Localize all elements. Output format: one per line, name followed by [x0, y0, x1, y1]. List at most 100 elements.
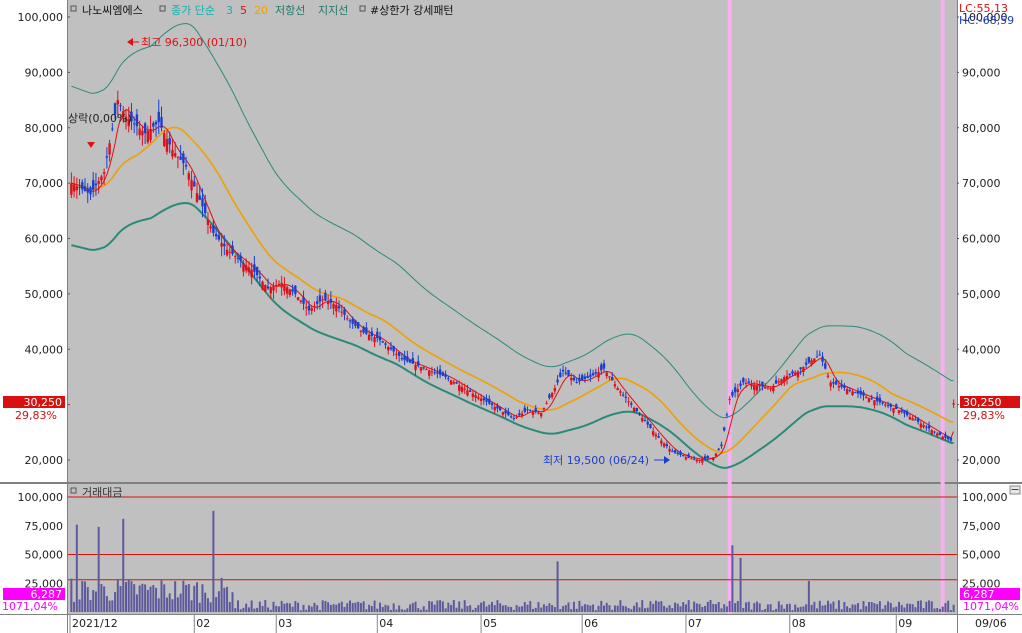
volume-bar	[783, 608, 786, 612]
volume-bar	[581, 606, 584, 612]
series-toggle-icon[interactable]	[70, 5, 77, 12]
candle-body	[102, 172, 106, 174]
x-axis-label: 02	[196, 617, 210, 630]
volume-bar	[439, 600, 442, 612]
volume-bar	[504, 605, 507, 612]
volume-bar	[201, 584, 204, 612]
volume-bar	[807, 580, 810, 612]
candle-body	[89, 187, 92, 195]
volume-bar	[277, 606, 280, 612]
candle-body	[548, 394, 551, 398]
volume-bar	[723, 604, 726, 612]
candle-body	[651, 431, 655, 436]
candle-body	[556, 379, 559, 383]
volume-bar	[682, 602, 685, 612]
candle-body	[851, 391, 854, 396]
volume-bar	[698, 603, 701, 612]
volume-bar	[384, 604, 387, 612]
volume-bar	[799, 606, 802, 612]
candle-body	[280, 282, 283, 288]
volume-bar	[174, 581, 177, 612]
support-label: 지지선	[318, 4, 348, 17]
volume-bar	[906, 603, 909, 612]
candle-body	[635, 408, 638, 412]
volume-bar	[895, 606, 898, 612]
volume-bar	[665, 607, 668, 612]
candle-body	[239, 255, 242, 261]
candle-body	[531, 411, 535, 415]
volume-bar	[267, 607, 270, 612]
price-tick-left: 80,000	[25, 122, 64, 135]
panel-collapse-button[interactable]	[1009, 485, 1021, 495]
candle-body	[124, 116, 128, 122]
volume-bar	[343, 606, 346, 612]
candle-body	[873, 400, 876, 406]
candle-body	[160, 116, 163, 128]
volume-bar	[878, 601, 881, 612]
volume-bar	[567, 602, 570, 612]
volume-bar	[717, 602, 720, 612]
volume-bar	[313, 602, 316, 612]
candle-body	[537, 412, 540, 414]
candle-body	[275, 285, 278, 287]
pattern-toggle-icon[interactable]	[359, 5, 366, 12]
volume-bar	[212, 510, 215, 612]
volume-bar	[728, 600, 731, 612]
volume-bar	[272, 601, 275, 612]
candle-body	[307, 305, 311, 311]
volume-bar	[488, 604, 491, 612]
volume-bar	[316, 605, 319, 612]
volume-bar	[936, 608, 939, 612]
volume-bar	[261, 606, 264, 612]
volume-bar	[264, 600, 267, 612]
candle-body	[384, 343, 387, 345]
volume-panel[interactable]	[68, 484, 957, 614]
x-axis-label: 2021/12	[72, 617, 118, 630]
ma-period-5: 5	[240, 4, 247, 17]
volume-bar	[223, 587, 226, 612]
limit-up-highlight	[940, 0, 945, 614]
volume-bar	[745, 602, 748, 612]
volume-bar	[428, 600, 431, 612]
price-tick-right: 70,000	[962, 177, 1001, 190]
candle-body	[258, 276, 262, 279]
volume-bar	[622, 605, 625, 612]
candle-body	[291, 289, 294, 292]
candle-body	[646, 421, 649, 425]
candle-body	[206, 219, 210, 225]
candle-body	[600, 364, 603, 371]
candle-body	[198, 195, 201, 200]
x-axis-label: 03	[278, 617, 292, 630]
price-panel[interactable]	[68, 0, 957, 482]
candle-body	[845, 389, 849, 395]
volume-bar	[466, 606, 469, 612]
volume-bar	[94, 591, 97, 612]
candle-body	[427, 370, 431, 376]
candle-body	[881, 402, 884, 404]
volume-bar	[256, 607, 259, 612]
candle-body	[321, 299, 324, 301]
volume-bar	[553, 606, 556, 612]
volume-title: 거래대금	[82, 486, 122, 499]
candle-body	[799, 367, 802, 370]
volume-bar	[231, 592, 234, 612]
volume-bar	[930, 601, 933, 612]
volume-bar	[455, 607, 458, 612]
x-axis-label: 04	[379, 617, 393, 630]
volume-toggle-icon[interactable]	[70, 487, 77, 494]
candle-body	[649, 423, 652, 428]
candle-body	[526, 409, 529, 411]
volume-bar	[900, 604, 903, 612]
candle-body	[682, 455, 685, 457]
volume-bar	[365, 609, 368, 612]
candle-body	[403, 355, 406, 361]
left-annotation: 상락(0,00%)	[68, 112, 132, 125]
volume-bar	[73, 601, 76, 612]
candle-body	[772, 385, 775, 392]
ma-toggle-icon[interactable]	[159, 5, 166, 12]
volume-bar	[813, 601, 816, 612]
candle-body	[769, 388, 772, 390]
volume-bar	[515, 605, 518, 612]
stock-name: 나노씨엠에스	[82, 4, 143, 17]
volume-bar	[398, 605, 401, 612]
